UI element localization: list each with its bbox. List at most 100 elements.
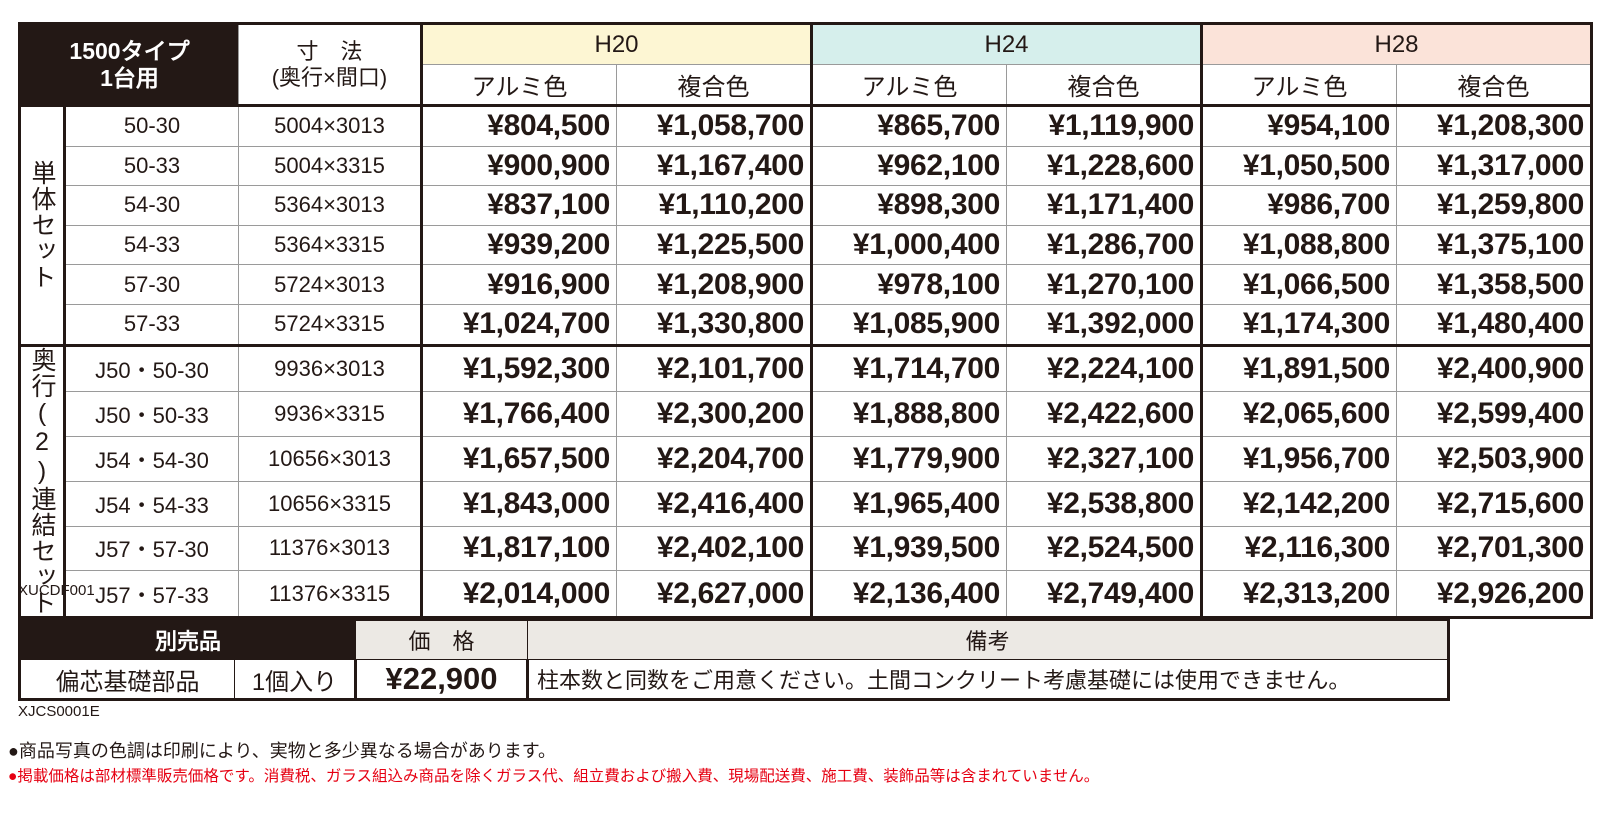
option-table: 別売品価 格備考 偏芯基礎部品 1個入り ¥22,900 柱本数と同数をご用意ください。… — [18, 618, 1450, 701]
model-cell: J57・57-30 — [64, 525, 239, 572]
header-row: アルミ色 複合色 アルミ色 複合色 アルミ色 複合色 — [20, 64, 1593, 107]
price-table: 1500タイプ 1台用寸 法 (奥行×間口) H20 H24 H28 アルミ色 複合色 アルミ色… — [18, 22, 1593, 619]
price-cell: ¥1,766,400 — [421, 390, 617, 437]
table-code: XJCS0001E — [18, 703, 100, 720]
price-cell: ¥1,228,600 — [1006, 145, 1203, 187]
price-cell: ¥2,014,000 — [421, 570, 617, 619]
model-cell: 57-30 — [64, 264, 239, 305]
price-cell: ¥2,300,200 — [616, 390, 813, 437]
price-cell: ¥2,538,800 — [1006, 480, 1203, 527]
model-cell: J50・50-33 — [64, 390, 239, 437]
price-cell: ¥898,300 — [811, 185, 1007, 226]
price-cell: ¥2,142,200 — [1201, 480, 1397, 527]
price-cell: ¥1,171,400 — [1006, 185, 1203, 226]
finish-header: 複合色 — [616, 64, 813, 107]
price-cell: ¥1,843,000 — [421, 480, 617, 527]
price-cell: ¥1,088,800 — [1201, 224, 1397, 266]
model-cell: 54-33 — [64, 224, 239, 266]
price-cell: ¥1,050,500 — [1201, 145, 1397, 187]
header-line: (奥行×間口) — [271, 64, 388, 90]
price-cell: ¥939,200 — [421, 224, 617, 266]
option-header: 別売品 — [19, 619, 356, 660]
price-cell: ¥1,259,800 — [1396, 185, 1593, 226]
price-cell: ¥2,402,100 — [616, 525, 813, 572]
price-cell: ¥865,700 — [811, 105, 1007, 147]
size-cell: 9936×3013 — [238, 344, 423, 392]
price-cell: ¥900,900 — [421, 145, 617, 187]
height-header: H28 — [1201, 23, 1593, 65]
price-cell: ¥1,714,700 — [811, 344, 1007, 392]
price-cell: ¥1,286,700 — [1006, 224, 1203, 266]
price-cell: ¥1,110,200 — [616, 185, 813, 226]
model-cell: J50・50-30 — [64, 344, 239, 392]
option-header: 価 格 — [355, 619, 528, 660]
price-cell: ¥1,358,500 — [1396, 264, 1593, 305]
price-cell: ¥2,204,700 — [616, 435, 813, 482]
header-line: 1台用 — [100, 64, 159, 91]
height-header: H20 — [421, 23, 813, 65]
header-line: 寸 法 — [296, 38, 363, 64]
price-cell: ¥2,701,300 — [1396, 525, 1593, 572]
price-cell: ¥2,524,500 — [1006, 525, 1203, 572]
size-cell: 5364×3315 — [238, 224, 423, 266]
price-cell: ¥1,817,100 — [421, 525, 617, 572]
header-row: 1500タイプ 1台用寸 法 (奥行×間口) H20 H24 H28 — [19, 23, 1593, 107]
price-cell: ¥986,700 — [1201, 185, 1397, 226]
price-cell: ¥916,900 — [421, 264, 617, 305]
price-cell: ¥1,375,100 — [1396, 224, 1593, 266]
price-cell: ¥2,116,300 — [1201, 525, 1397, 572]
price-cell: ¥1,317,000 — [1396, 145, 1593, 187]
price-cell: ¥1,330,800 — [616, 303, 813, 347]
header-cell: 1500タイプ 1台用 — [19, 23, 239, 107]
price-cell: ¥1,174,300 — [1201, 303, 1397, 347]
price-cell: ¥2,136,400 — [811, 570, 1007, 619]
price-cell: ¥1,779,900 — [811, 435, 1007, 482]
group-label: 単体セット — [18, 104, 66, 347]
size-cell: 11376×3013 — [238, 525, 423, 572]
data-row: J54・54-33 10656×3315 ¥1,843,000 ¥2,416,400 ¥… — [20, 480, 1593, 527]
price-cell: ¥2,422,600 — [1006, 390, 1203, 437]
model-cell: J54・54-33 — [64, 480, 239, 527]
data-row: 偏芯基礎部品 1個入り ¥22,900 柱本数と同数をご用意ください。土間コンクリート… — [19, 659, 1449, 700]
size-cell: 11376×3315 — [238, 570, 423, 619]
size-cell: 5004×3013 — [238, 105, 423, 147]
price-cell: ¥1,657,500 — [421, 435, 617, 482]
price-cell: ¥1,956,700 — [1201, 435, 1397, 482]
price-cell: ¥2,926,200 — [1396, 570, 1593, 619]
price-cell: ¥954,100 — [1201, 105, 1397, 147]
finish-header: アルミ色 — [811, 64, 1007, 107]
option-name: 偏芯基礎部品 — [19, 659, 235, 700]
price-cell: ¥1,066,500 — [1201, 264, 1397, 305]
price-cell: ¥2,065,600 — [1201, 390, 1397, 437]
model-cell: 50-30 — [64, 105, 239, 147]
option-header: 備考 — [527, 619, 1449, 660]
price-cell: ¥2,416,400 — [616, 480, 813, 527]
header-cell: 寸 法 (奥行×間口) — [238, 23, 423, 107]
price-cell: ¥1,167,400 — [616, 145, 813, 187]
data-row: 奥行(2)連結セット J50・50-30 9936×3013 ¥1,592,300 ¥2… — [18, 343, 1593, 619]
finish-header: アルミ色 — [421, 64, 617, 107]
option-price: ¥22,900 — [354, 659, 529, 700]
price-cell: ¥1,000,400 — [811, 224, 1007, 266]
finish-header: 複合色 — [1396, 64, 1593, 107]
price-cell: ¥2,599,400 — [1396, 390, 1593, 437]
size-cell: 5724×3013 — [238, 264, 423, 305]
option-note: 柱本数と同数をご用意ください。土間コンクリート考慮基礎には使用できません。 — [527, 659, 1449, 700]
price-cell: ¥1,085,900 — [811, 303, 1007, 347]
table-code: XUCDF001 — [18, 582, 95, 599]
group-label: 奥行(2)連結セット — [18, 343, 66, 619]
size-cell: 10656×3013 — [238, 435, 423, 482]
price-cell: ¥2,101,700 — [616, 344, 813, 392]
price-cell: ¥1,058,700 — [616, 105, 813, 147]
data-row: 54-33 5364×3315 ¥939,200 ¥1,225,500 ¥1,000,4… — [20, 224, 1593, 266]
price-cell: ¥2,313,200 — [1201, 570, 1397, 619]
price-cell: ¥1,965,400 — [811, 480, 1007, 527]
data-row: 50-33 5004×3315 ¥900,900 ¥1,167,400 ¥962,100… — [20, 145, 1593, 187]
price-cell: ¥1,939,500 — [811, 525, 1007, 572]
price-cell: ¥1,024,700 — [421, 303, 617, 347]
size-cell: 5004×3315 — [238, 145, 423, 187]
option-quantity: 1個入り — [234, 659, 356, 700]
size-cell: 5364×3013 — [238, 185, 423, 226]
size-cell: 5724×3315 — [238, 303, 423, 347]
